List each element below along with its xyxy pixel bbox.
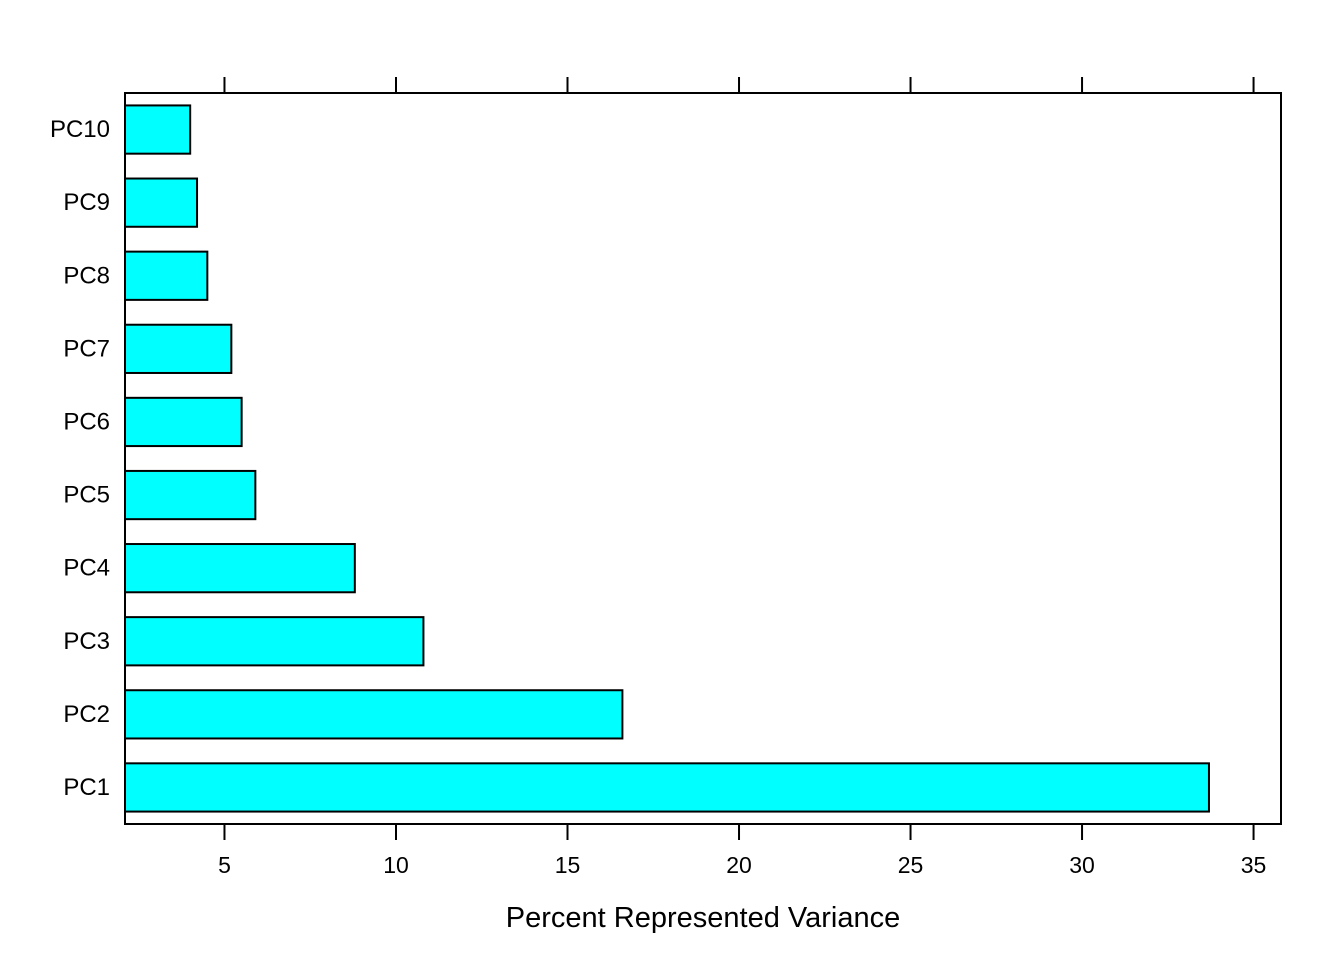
- bar-pc10: [124, 104, 192, 155]
- category-label-pc7: PC7: [63, 335, 110, 362]
- bar-pc6: [124, 396, 243, 448]
- bar-pc2: [124, 689, 624, 740]
- category-label-pc10: PC10: [50, 116, 110, 143]
- x-tick-label-25: 25: [898, 852, 924, 878]
- x-tick-label-35: 35: [1241, 852, 1267, 878]
- plot-frame: [124, 92, 1282, 825]
- category-label-pc3: PC3: [63, 628, 110, 655]
- category-label-pc5: PC5: [63, 482, 110, 509]
- x-axis-title: Percent Represented Variance: [506, 902, 900, 934]
- x-tick-label-10: 10: [383, 852, 409, 878]
- category-label-pc9: PC9: [63, 189, 110, 216]
- x-tick-label-15: 15: [555, 852, 581, 878]
- category-label-pc2: PC2: [63, 701, 110, 728]
- bar-pc9: [124, 177, 199, 228]
- bar-pc3: [124, 616, 425, 667]
- bars-layer: [124, 104, 1210, 813]
- bar-pc8: [124, 250, 209, 301]
- bar-pc7: [124, 323, 233, 374]
- x-tick-label-30: 30: [1069, 852, 1095, 878]
- category-label-pc6: PC6: [63, 408, 110, 435]
- category-label-pc4: PC4: [63, 555, 110, 582]
- y-axis-categories: PC1 PC2 PC3 PC4 PC5 PC6 PC7 PC8 PC9 PC10: [50, 116, 110, 801]
- x-axis-ticks: 5 10 15 20 25 30 35: [218, 77, 1266, 878]
- category-label-pc8: PC8: [63, 262, 110, 289]
- bar-pc4: [124, 543, 356, 594]
- bar-pc5: [124, 469, 257, 521]
- bar-pc1: [124, 762, 1210, 813]
- category-label-pc1: PC1: [63, 774, 110, 801]
- x-tick-label-5: 5: [218, 852, 231, 878]
- x-tick-label-20: 20: [726, 852, 752, 878]
